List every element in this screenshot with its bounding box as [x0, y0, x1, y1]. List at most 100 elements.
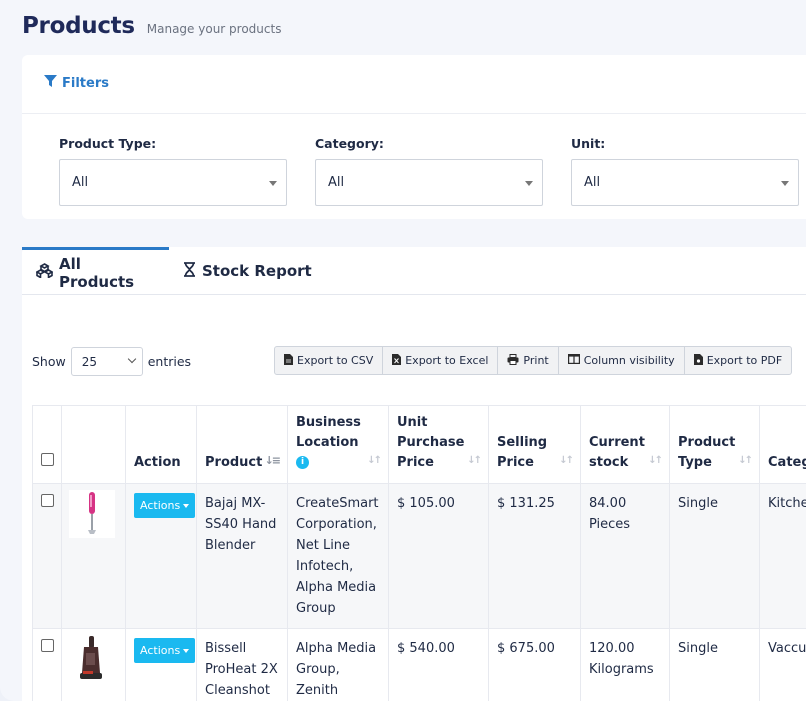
- table-row: Actions Bissell ProHeat 2X Cleanshot Alp…: [33, 629, 806, 701]
- sort-icon: ↓↑: [559, 451, 572, 471]
- image-header: [62, 406, 126, 484]
- purchase-price-cell: $ 105.00: [389, 484, 489, 629]
- category-cell: Kitche Applia: [760, 484, 806, 629]
- current-stock-cell: 84.00 Pieces: [581, 484, 670, 629]
- selling-price-cell: $ 131.25: [489, 484, 581, 629]
- current-stock-header[interactable]: Current stock ↓↑: [581, 406, 670, 484]
- product-cell: Bajaj MX-SS40 Hand Blender: [197, 484, 288, 629]
- tab-stock-report-label: Stock Report: [202, 262, 312, 280]
- caret-down-icon: [183, 504, 189, 508]
- sort-desc-icon: ↓≡: [265, 451, 279, 471]
- action-header: Action: [126, 406, 197, 484]
- filters-toggle[interactable]: Filters: [44, 75, 109, 92]
- product-type-select[interactable]: All: [59, 159, 287, 206]
- export-excel-label: Export to Excel: [405, 354, 488, 367]
- filters-card: Filters Product Type: All Category: All …: [22, 55, 806, 219]
- category-header[interactable]: Categ: [760, 406, 806, 484]
- selling-price-header[interactable]: Selling Price ↓↑: [489, 406, 581, 484]
- column-visibility-button[interactable]: Column visibility: [559, 347, 685, 374]
- table-header-row: Action Product ↓≡ Business Location i ↓↑ Un…: [33, 406, 806, 484]
- page-title: Products: [22, 13, 135, 39]
- unit-purchase-price-header[interactable]: Unit Purchase Price ↓↑: [389, 406, 489, 484]
- actions-button[interactable]: Actions: [134, 638, 195, 663]
- entries-value: 25: [82, 355, 97, 369]
- caret-down-icon: [183, 649, 189, 653]
- table-row: Actions Bajaj MX-SS40 Hand Blender Creat…: [33, 484, 806, 629]
- product-type-value: All: [72, 175, 88, 190]
- current-stock-cell: 120.00 Kilograms: [581, 629, 670, 701]
- products-table-wrap: Action Product ↓≡ Business Location i ↓↑ Un…: [32, 405, 806, 701]
- column-visibility-label: Column visibility: [584, 354, 675, 367]
- export-buttons: Export to CSV Export to Excel Print Colu…: [274, 346, 792, 375]
- file-pdf-icon: [694, 354, 707, 368]
- product-type-header[interactable]: Product Type ↓↑: [670, 406, 760, 484]
- sort-icon: ↓↑: [648, 451, 661, 471]
- filters-toggle-label: Filters: [62, 76, 109, 91]
- row-checkbox[interactable]: [41, 639, 54, 652]
- select-all-header: [33, 406, 62, 484]
- actions-button[interactable]: Actions: [134, 493, 195, 518]
- tab-all-products-label: All Products: [59, 255, 155, 291]
- business-location-cell: Alpha Media Group, Zenith Electronics: [288, 629, 389, 701]
- category-select[interactable]: All: [315, 159, 543, 206]
- show-label: Show: [32, 354, 66, 369]
- tabs: All Products Stock Report: [22, 247, 806, 295]
- product-image-cell: [62, 629, 126, 701]
- tab-stock-report[interactable]: Stock Report: [169, 247, 326, 295]
- filter-category: Category: All: [315, 136, 543, 206]
- category-cell: Vaccu Clean: [760, 629, 806, 701]
- cubes-icon: [36, 263, 59, 282]
- file-excel-icon: [392, 354, 405, 368]
- category-value: All: [328, 175, 344, 190]
- page-header: Products Manage your products: [22, 13, 281, 39]
- entries-label: entries: [148, 354, 191, 369]
- filter-icon: [44, 75, 62, 92]
- filter-category-label: Category:: [315, 136, 543, 151]
- page-subtitle: Manage your products: [147, 22, 282, 36]
- export-pdf-label: Export to PDF: [707, 354, 782, 367]
- filters-divider: [22, 113, 806, 114]
- filter-unit-label: Unit:: [571, 136, 799, 151]
- unit-value: All: [584, 175, 600, 190]
- product-cell: Bissell ProHeat 2X Cleanshot: [197, 629, 288, 701]
- export-csv-label: Export to CSV: [297, 354, 373, 367]
- filter-product-type: Product Type: All: [59, 136, 287, 206]
- caret-down-icon: [525, 181, 533, 186]
- tab-all-products[interactable]: All Products: [22, 247, 169, 295]
- export-excel-button[interactable]: Export to Excel: [383, 347, 498, 374]
- action-cell: Actions: [126, 484, 197, 629]
- export-csv-button[interactable]: Export to CSV: [275, 347, 383, 374]
- business-location-header[interactable]: Business Location i ↓↑: [288, 406, 389, 484]
- unit-select[interactable]: All: [571, 159, 799, 206]
- print-button[interactable]: Print: [498, 347, 558, 374]
- hourglass-icon: [183, 262, 202, 281]
- select-all-checkbox[interactable]: [41, 453, 54, 466]
- selling-price-cell: $ 675.00: [489, 629, 581, 701]
- product-type-cell: Single: [670, 484, 760, 629]
- row-checkbox[interactable]: [41, 494, 54, 507]
- sort-icon: ↓↑: [738, 451, 751, 471]
- business-location-cell: CreateSmart Corporation, Net Line Infote…: [288, 484, 389, 629]
- sort-icon: ↓↑: [367, 451, 380, 471]
- product-type-cell: Single: [670, 629, 760, 701]
- filter-unit: Unit: All: [571, 136, 799, 206]
- info-icon[interactable]: i: [296, 456, 309, 469]
- print-icon: [507, 354, 523, 368]
- product-header[interactable]: Product ↓≡: [197, 406, 288, 484]
- products-card: All Products Stock Report Show 25 entrie…: [22, 247, 806, 701]
- print-label: Print: [523, 354, 548, 367]
- carpet-cleaner-image: [69, 635, 115, 683]
- entries-length-select[interactable]: 25: [71, 347, 143, 376]
- chevron-down-icon: [127, 355, 135, 363]
- caret-down-icon: [781, 181, 789, 186]
- hand-blender-image: [69, 490, 115, 538]
- caret-down-icon: [269, 181, 277, 186]
- columns-icon: [568, 354, 584, 367]
- product-image-cell: [62, 484, 126, 629]
- file-csv-icon: [284, 354, 297, 368]
- export-pdf-button[interactable]: Export to PDF: [685, 347, 791, 374]
- row-select-cell: [33, 629, 62, 701]
- show-entries: Show 25 entries: [32, 347, 191, 376]
- purchase-price-cell: $ 540.00: [389, 629, 489, 701]
